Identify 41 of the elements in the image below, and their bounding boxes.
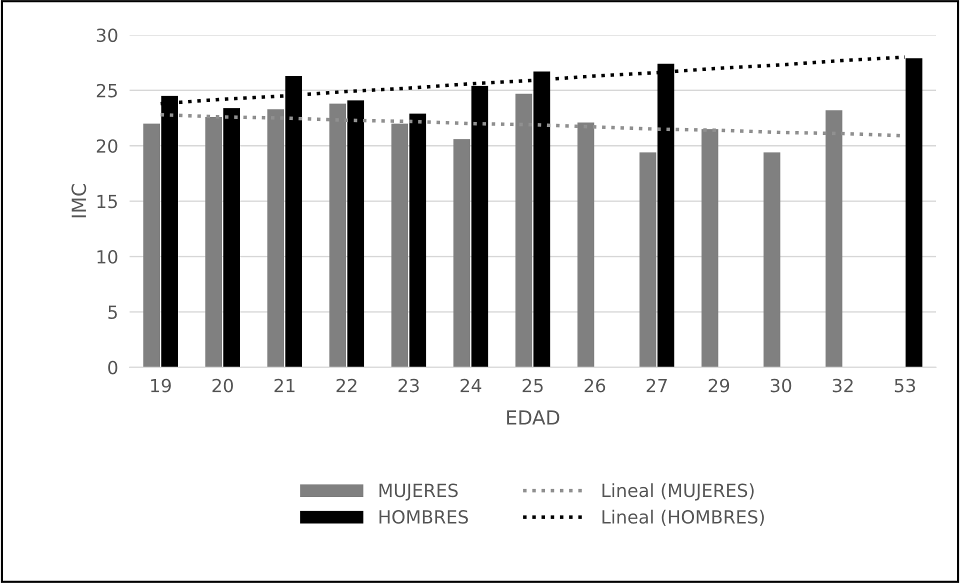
x-tick-label: 30 [770,378,792,392]
x-tick-label: 26 [584,378,606,392]
y-tick-label: 0 [108,360,118,374]
x-tick-label: 20 [212,378,233,392]
bar [764,152,780,368]
bar [515,94,532,368]
y-axis-title: IMC [71,184,86,218]
x-tick-label: 22 [336,378,356,392]
x-axis-title: EDAD [507,410,560,425]
y-tick-label: 30 [96,28,118,42]
bar [391,124,408,368]
bar [826,110,842,368]
bar [205,116,222,368]
bar [577,122,594,368]
x-tick-label: 21 [274,378,294,392]
x-tick-label: 23 [398,378,419,392]
legend-label: Lineal (HOMBRES) [602,510,764,526]
bar [347,100,364,368]
y-tick-label: 20 [96,139,118,153]
x-tick-label: 19 [151,378,171,392]
legend-label: HOMBRES [380,510,468,524]
bar [453,139,470,368]
y-tick-label: 5 [108,306,117,320]
bar [639,152,656,368]
bar [702,129,718,368]
x-tick-label: 27 [646,378,667,392]
legend-label: MUJERES [380,484,458,501]
x-tick-label: 29 [708,378,730,392]
bar [143,124,160,368]
x-tick-label: 24 [460,378,482,392]
legend-label: Lineal (MUJERES) [602,483,754,501]
bar [409,114,426,368]
x-tick-label: 53 [894,378,916,392]
x-tick-label: 32 [832,378,853,392]
bar [329,104,346,368]
y-tick-label: 15 [97,194,117,208]
bar [267,109,284,368]
x-tick-label: 25 [522,378,543,392]
y-tick-label: 10 [97,250,118,264]
bar [223,108,240,368]
y-tick-label: 25 [96,84,117,98]
